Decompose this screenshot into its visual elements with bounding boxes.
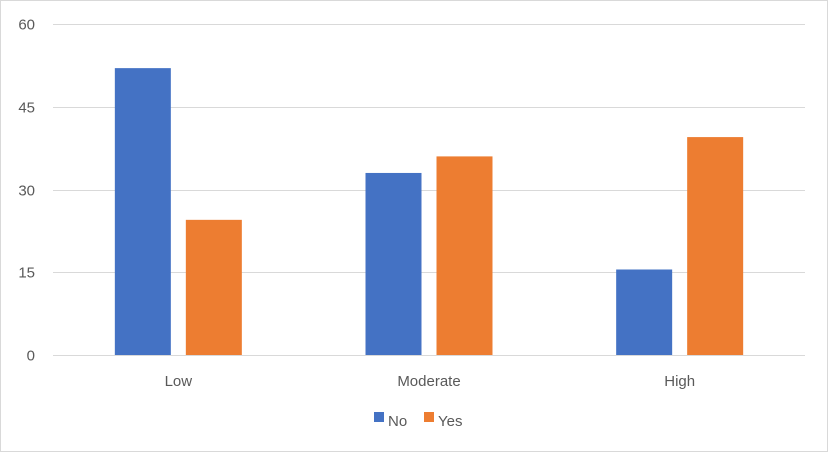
bar-yes-low xyxy=(185,219,242,355)
x-tick-label-low: Low xyxy=(165,373,193,390)
bar-no-moderate xyxy=(365,172,422,355)
x-tick-label-moderate: Moderate xyxy=(397,373,460,390)
y-tick-label-60: 60 xyxy=(18,17,35,34)
y-tick-label-45: 45 xyxy=(18,100,35,117)
y-tick-label-0: 0 xyxy=(27,348,35,365)
bar-no-high xyxy=(616,269,673,355)
y-axis-ticks: 0 15 30 45 60 xyxy=(18,17,35,365)
legend: No Yes xyxy=(374,412,462,430)
y-tick-label-15: 15 xyxy=(18,265,35,282)
bar-yes-moderate xyxy=(436,156,493,355)
x-tick-label-high: High xyxy=(664,373,695,390)
gridlines xyxy=(53,24,805,356)
x-axis-ticks: Low Moderate High xyxy=(165,373,696,390)
y-tick-label-30: 30 xyxy=(18,183,35,200)
bars xyxy=(114,68,744,355)
bar-yes-high xyxy=(687,137,744,355)
legend-swatch-yes xyxy=(424,412,434,422)
legend-label-yes: Yes xyxy=(438,413,462,430)
legend-label-no: No xyxy=(388,413,407,430)
bar-no-low xyxy=(114,68,171,355)
legend-swatch-no xyxy=(374,412,384,422)
